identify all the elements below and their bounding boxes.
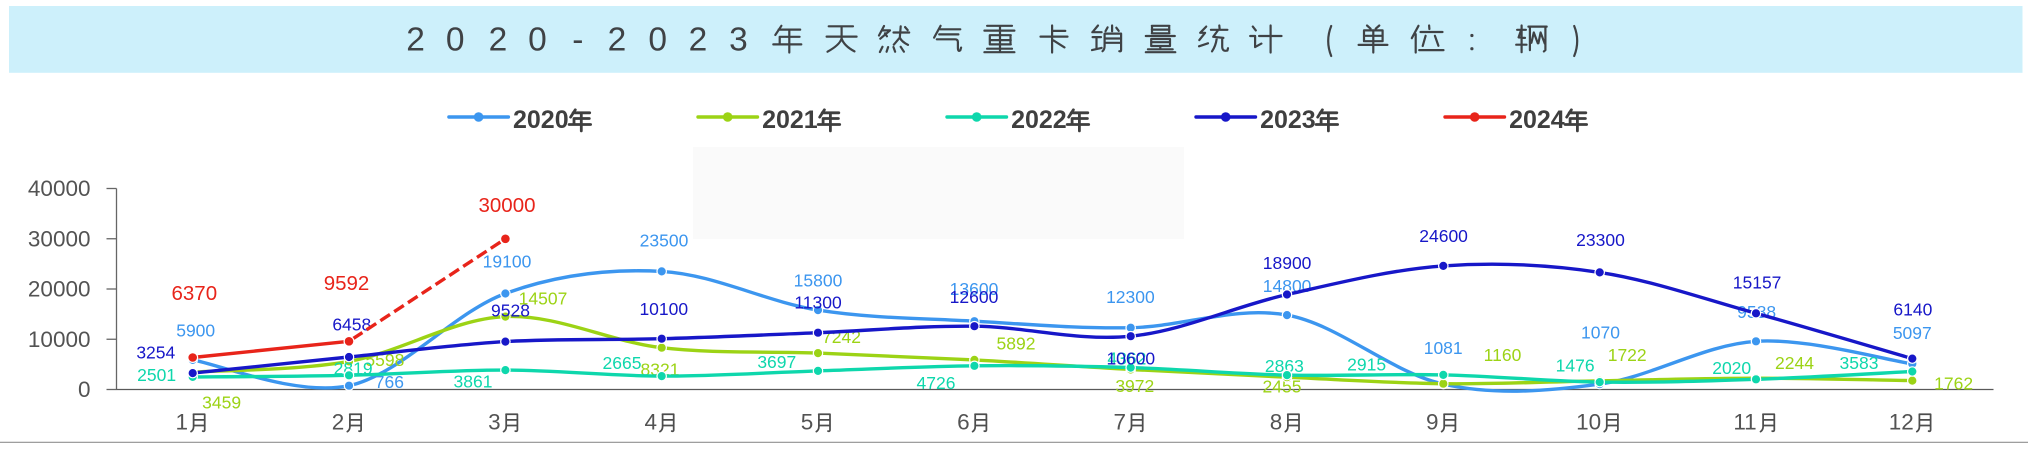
svg-text:1160: 1160 (1484, 345, 1522, 365)
svg-text:2022: 2022 (1011, 106, 1067, 134)
svg-text:15800: 15800 (794, 270, 843, 290)
svg-text:18900: 18900 (1263, 253, 1312, 273)
svg-text:14507: 14507 (519, 288, 568, 308)
svg-text:9528: 9528 (491, 301, 530, 321)
svg-text:1070: 1070 (1581, 323, 1620, 343)
svg-text:2455: 2455 (1263, 377, 1302, 397)
svg-text:23500: 23500 (640, 230, 689, 250)
svg-text:15157: 15157 (1733, 273, 1782, 293)
svg-text:2: 2 (608, 22, 627, 59)
svg-text:2024: 2024 (1509, 106, 1565, 134)
svg-text:30000: 30000 (478, 194, 535, 217)
svg-text:12600: 12600 (950, 287, 999, 307)
svg-text:2: 2 (406, 22, 425, 59)
svg-text:0: 0 (648, 22, 667, 59)
svg-text:3861: 3861 (454, 371, 493, 391)
svg-text:2020: 2020 (1712, 358, 1751, 378)
svg-text:3697: 3697 (757, 352, 796, 372)
svg-text:-: - (572, 22, 583, 59)
svg-text:9: 9 (1426, 410, 1439, 435)
svg-text:12: 12 (1889, 410, 1914, 435)
svg-text:0: 0 (528, 22, 547, 59)
svg-text:9592: 9592 (324, 272, 370, 295)
svg-text:2915: 2915 (1347, 354, 1386, 374)
svg-text:2021: 2021 (762, 106, 818, 134)
svg-text:3459: 3459 (202, 393, 241, 413)
svg-text:1762: 1762 (1934, 373, 1973, 393)
svg-text:0: 0 (78, 377, 91, 402)
svg-text:40000: 40000 (28, 176, 91, 201)
svg-text:2665: 2665 (603, 353, 642, 373)
svg-text:5892: 5892 (997, 334, 1036, 354)
svg-text:5097: 5097 (1893, 323, 1932, 343)
svg-text:2863: 2863 (1265, 356, 1304, 376)
svg-text:766: 766 (375, 372, 404, 392)
svg-text:11: 11 (1733, 410, 1756, 435)
svg-text:3972: 3972 (1115, 376, 1154, 396)
svg-text:0: 0 (446, 22, 465, 59)
svg-text:4362: 4362 (1107, 349, 1146, 369)
svg-text:12300: 12300 (1106, 287, 1155, 307)
svg-text:11300: 11300 (794, 293, 842, 313)
svg-text:10000: 10000 (28, 327, 91, 352)
svg-text:1: 1 (175, 410, 188, 435)
svg-text:10: 10 (1576, 410, 1601, 435)
svg-text:6: 6 (957, 410, 970, 435)
svg-text:5900: 5900 (176, 320, 215, 340)
svg-text:1722: 1722 (1608, 345, 1647, 365)
svg-text:4726: 4726 (917, 373, 956, 393)
svg-text:2244: 2244 (1775, 353, 1814, 373)
svg-text:2020: 2020 (513, 106, 569, 134)
svg-text:3583: 3583 (1840, 353, 1879, 373)
svg-text:3254: 3254 (136, 343, 175, 363)
svg-text:4: 4 (644, 410, 657, 435)
svg-text:13600: 13600 (950, 279, 999, 299)
svg-text:6458: 6458 (332, 314, 371, 334)
svg-text:3: 3 (729, 22, 748, 59)
svg-text:24600: 24600 (1419, 226, 1468, 246)
svg-text:10600: 10600 (1106, 349, 1155, 369)
svg-text:10100: 10100 (639, 299, 688, 319)
svg-text:2501: 2501 (137, 365, 176, 385)
svg-text:30000: 30000 (28, 226, 91, 251)
svg-text:20000: 20000 (28, 277, 91, 302)
svg-text:23300: 23300 (1576, 230, 1625, 250)
svg-text:5: 5 (801, 410, 814, 435)
svg-text:3: 3 (488, 410, 501, 435)
svg-text:2023: 2023 (1260, 106, 1316, 134)
svg-text:6370: 6370 (171, 282, 217, 305)
svg-text:1081: 1081 (1424, 338, 1463, 358)
svg-text:19100: 19100 (483, 252, 532, 272)
svg-text:1476: 1476 (1556, 356, 1595, 376)
svg-text:2: 2 (689, 22, 708, 59)
svg-text:2: 2 (332, 410, 345, 435)
svg-text:2819: 2819 (334, 359, 373, 379)
svg-text:7: 7 (1113, 410, 1126, 435)
svg-text:6140: 6140 (1893, 300, 1932, 320)
svg-text:2: 2 (489, 22, 508, 59)
svg-text:8: 8 (1270, 410, 1283, 435)
